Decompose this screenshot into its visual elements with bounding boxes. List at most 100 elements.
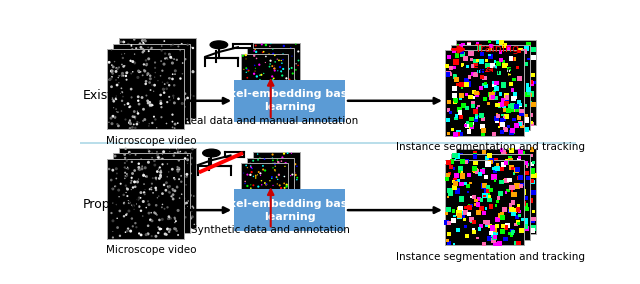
Point [279,62,289,66]
Point [277,209,287,214]
Point [522,171,532,176]
Point [161,121,172,126]
Point [157,157,168,161]
Point [164,227,175,232]
Point [153,225,163,229]
Point [454,211,464,215]
Point [165,198,175,202]
Point [125,111,135,116]
Point [278,67,288,71]
Point [136,121,147,125]
Point [511,241,522,245]
Point [246,164,256,168]
Point [131,153,141,157]
Point [509,67,520,72]
Point [452,78,462,82]
Point [276,85,286,89]
Point [284,172,294,177]
Point [119,201,129,205]
Point [184,200,194,204]
Point [457,69,467,74]
Point [240,108,250,113]
Point [182,174,192,179]
Point [515,102,525,107]
Point [162,72,172,77]
Point [508,231,518,236]
Point [511,95,521,100]
Point [502,161,512,166]
Point [250,102,260,106]
Point [129,168,140,173]
Point [474,122,484,126]
Point [172,58,182,62]
Point [513,167,523,171]
Point [511,78,522,82]
Point [488,226,498,230]
Point [124,209,134,213]
Point [483,184,493,189]
Point [493,209,503,214]
Point [256,193,266,197]
Point [494,83,504,88]
Point [467,57,477,62]
Point [163,162,173,166]
Point [111,83,121,87]
Point [127,99,137,103]
Point [164,94,174,98]
Point [150,197,161,201]
Point [470,79,480,83]
Point [524,91,534,96]
Point [501,225,511,230]
Point [489,188,499,192]
Point [443,108,453,112]
Point [461,73,472,77]
Point [136,161,146,166]
Point [506,202,516,207]
Point [116,52,127,57]
Point [260,165,271,169]
Point [173,72,184,76]
Point [489,208,499,213]
Point [139,68,149,72]
Point [113,225,123,230]
Point [163,121,173,125]
Point [129,115,140,119]
Point [122,70,132,75]
Point [158,220,168,225]
Point [470,75,481,80]
Point [268,97,278,102]
Point [495,177,506,181]
Point [484,189,495,193]
Point [134,165,144,170]
Point [510,57,520,61]
Point [133,206,143,210]
Point [144,211,154,215]
Point [468,211,478,216]
Point [264,202,275,207]
Point [490,166,500,171]
Point [476,113,486,118]
Point [154,91,164,95]
Point [118,56,128,60]
Point [495,76,506,80]
Point [112,66,122,71]
Point [492,210,502,214]
Bar [113,44,190,124]
Point [289,78,300,82]
Point [164,190,175,195]
Point [111,187,122,192]
Point [285,173,296,178]
Point [141,83,152,87]
Point [273,102,284,107]
Point [473,106,483,111]
Point [454,52,464,57]
Point [449,242,459,247]
Point [122,187,132,191]
Point [154,53,164,58]
Point [172,149,182,154]
Point [172,171,182,176]
Point [119,75,129,80]
Point [528,225,538,230]
Point [524,171,534,176]
Point [470,225,481,230]
